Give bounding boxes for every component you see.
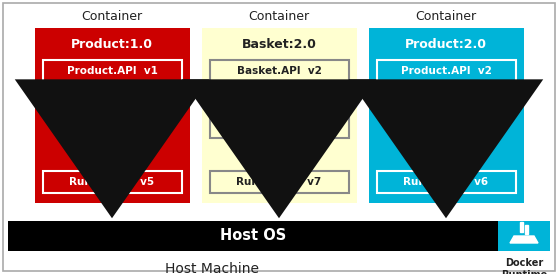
- Bar: [209, 116, 349, 138]
- Text: Product:2.0: Product:2.0: [405, 38, 487, 50]
- Polygon shape: [520, 222, 523, 232]
- Text: Product.API  v2: Product.API v2: [401, 66, 492, 76]
- Text: Container: Container: [81, 10, 142, 22]
- Text: Basket.API  v2: Basket.API v2: [237, 66, 321, 76]
- Bar: [377, 60, 516, 82]
- Bar: [42, 88, 181, 110]
- Polygon shape: [525, 225, 528, 234]
- Bar: [201, 28, 357, 203]
- Polygon shape: [510, 236, 538, 243]
- Text: Host Machine: Host Machine: [165, 262, 259, 274]
- Text: Runtime      v7: Runtime v7: [237, 177, 321, 187]
- Bar: [377, 171, 516, 193]
- Text: Basket:2.0: Basket:2.0: [242, 38, 316, 50]
- Text: Runtime      v6: Runtime v6: [403, 177, 489, 187]
- Text: Host OS: Host OS: [220, 229, 286, 244]
- Text: Container: Container: [416, 10, 477, 22]
- Bar: [42, 171, 181, 193]
- Bar: [209, 88, 349, 110]
- Text: Lib-L           v3: Lib-L v3: [238, 94, 320, 104]
- Bar: [42, 60, 181, 82]
- Text: Lib-M          v2: Lib-M v2: [238, 122, 320, 132]
- Bar: [377, 88, 516, 110]
- Text: Product:1.0: Product:1.0: [71, 38, 153, 50]
- Bar: [209, 171, 349, 193]
- Text: Docker
Runtime: Docker Runtime: [501, 258, 547, 274]
- Text: Runtime      v5: Runtime v5: [69, 177, 155, 187]
- Text: Lib-L           v2: Lib-L v2: [71, 94, 153, 104]
- Bar: [8, 221, 498, 251]
- Bar: [209, 60, 349, 82]
- Bar: [35, 28, 190, 203]
- Text: Lib-L           v3: Lib-L v3: [405, 94, 487, 104]
- Bar: [498, 221, 550, 251]
- Text: Product.API  v1: Product.API v1: [66, 66, 157, 76]
- Bar: [368, 28, 523, 203]
- Text: Container: Container: [248, 10, 310, 22]
